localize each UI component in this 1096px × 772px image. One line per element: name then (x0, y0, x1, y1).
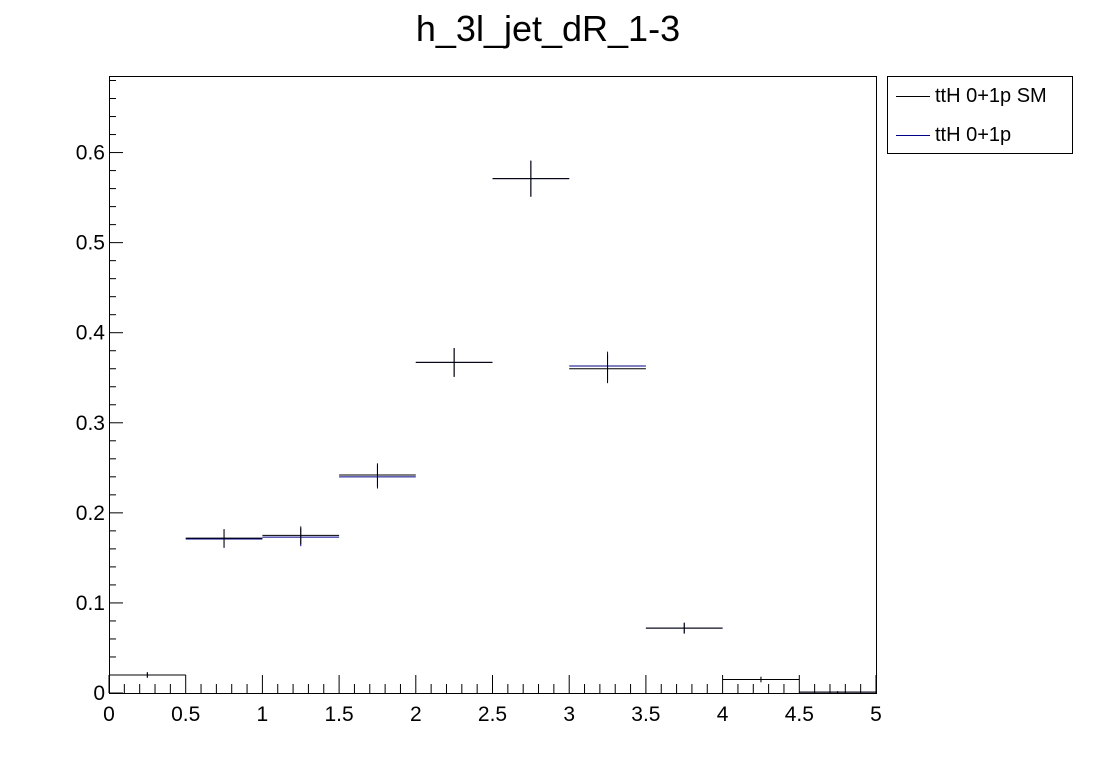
legend-entry-series-1: ttH 0+1p SM (888, 77, 1074, 116)
x-tick-label: 3 (563, 703, 575, 726)
y-tick-label: 0.2 (76, 502, 105, 525)
legend-label-series-1: ttH 0+1p SM (935, 85, 1047, 107)
y-axis: 0 0.1 0.2 0.3 0.4 0.5 0.6 (76, 80, 123, 705)
x-tick-label: 2 (410, 703, 422, 726)
x-tick-label: 1.5 (324, 703, 353, 726)
y-tick-label: 0.3 (76, 412, 105, 435)
x-tick-label: 2.5 (478, 703, 507, 726)
x-tick-label: 1 (257, 703, 269, 726)
x-tick-label: 5 (870, 703, 882, 726)
legend-label-series-2: ttH 0+1p (935, 124, 1012, 146)
legend-swatch-series-2 (896, 135, 930, 136)
legend: ttH 0+1p SM ttH 0+1p (887, 76, 1073, 154)
x-tick-label: 0 (103, 703, 115, 726)
y-tick-label: 0.4 (76, 322, 106, 345)
y-tick-label: 0.6 (76, 142, 105, 165)
x-tick-label: 0.5 (171, 703, 200, 726)
plot-frame (109, 76, 877, 694)
legend-entry-series-2: ttH 0+1p (888, 116, 1074, 155)
series-layer (109, 160, 876, 693)
chart-title: h_3l_jet_dR_1-3 (415, 8, 681, 49)
y-tick-label: 0 (93, 682, 105, 705)
series-2 (109, 160, 876, 693)
x-axis: 0 0.5 1 1.5 2 2.5 3 3.5 4 4.5 5 (103, 675, 882, 726)
x-tick-label: 3.5 (631, 703, 660, 726)
y-tick-label: 0.1 (76, 592, 105, 615)
x-tick-label: 4.5 (785, 703, 814, 726)
x-tick-label: 4 (717, 703, 729, 726)
legend-swatch-series-1 (896, 96, 930, 97)
y-tick-label: 0.5 (76, 232, 105, 255)
series-1 (109, 160, 876, 693)
